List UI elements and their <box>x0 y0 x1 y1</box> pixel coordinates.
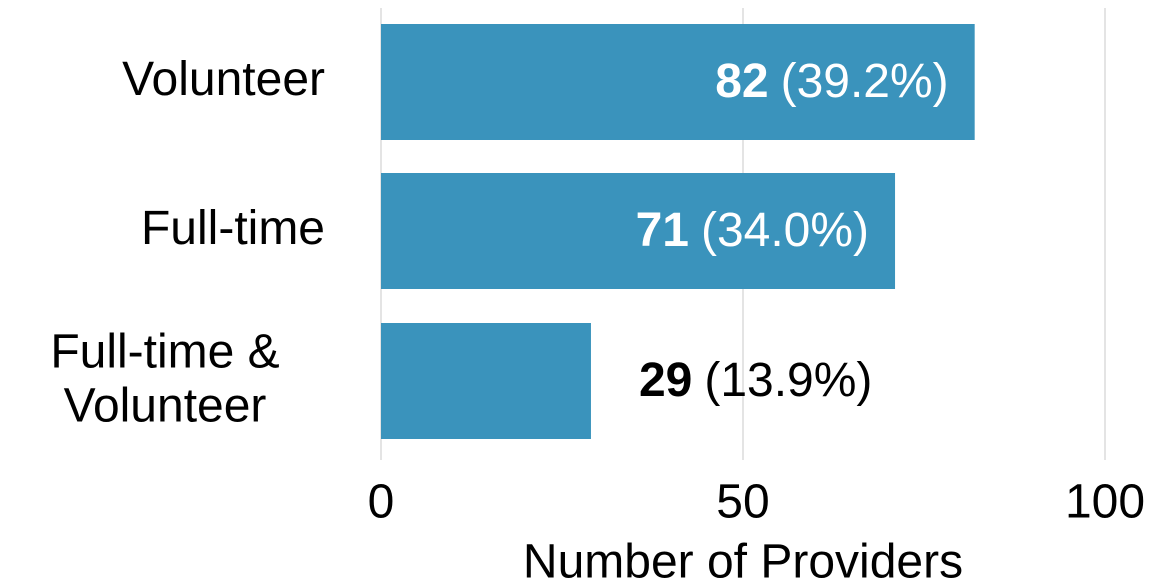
value-label: 71 (34.0%) <box>636 204 869 257</box>
y-tick-label: Volunteer <box>122 53 325 107</box>
value-number: 29 <box>639 354 692 407</box>
value-percent: (39.2%) <box>781 55 949 108</box>
y-tick-label: Full-time & Volunteer <box>50 325 280 432</box>
value-label: 82 (39.2%) <box>715 55 948 108</box>
y-tick-label: Full-time <box>140 202 325 256</box>
bar <box>381 24 975 140</box>
value-percent: (34.0%) <box>701 204 869 257</box>
value-number: 82 <box>715 55 768 108</box>
x-axis-label: Number of Providers <box>523 536 963 587</box>
value-percent: (13.9%) <box>704 354 872 407</box>
bar <box>381 173 896 289</box>
bar <box>381 323 591 439</box>
value-label: 29 (13.9%) <box>639 354 872 407</box>
x-tick-label: 0 <box>368 476 395 529</box>
value-number: 71 <box>636 204 689 257</box>
x-tick-label: 100 <box>1065 476 1145 529</box>
x-tick-label: 50 <box>716 476 769 529</box>
